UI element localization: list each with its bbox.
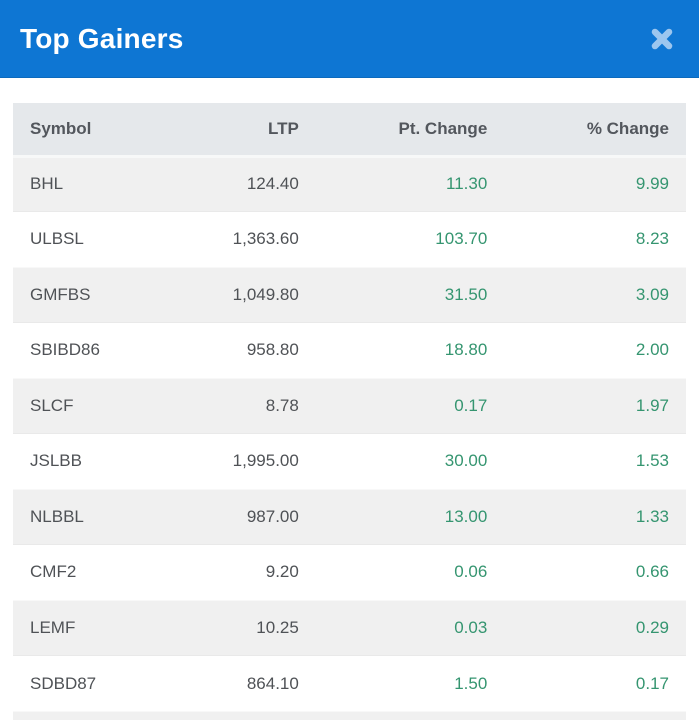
table-row[interactable]: LEMF 10.25 0.03 0.29 bbox=[13, 600, 686, 656]
cell-pt-change: 31.50 bbox=[444, 284, 488, 304]
column-header-pt-change: Pt. Change bbox=[398, 118, 488, 138]
cell-pt-change: 30.00 bbox=[444, 451, 488, 471]
cell-pt-change: 11.30 bbox=[446, 174, 488, 194]
cell-ltp: 124.40 bbox=[246, 174, 299, 194]
cell-pct-change: 1.97 bbox=[635, 395, 669, 415]
cell-pct-change: 9.99 bbox=[635, 174, 669, 194]
cell-ltp: 10.25 bbox=[256, 617, 299, 637]
cell-ltp: 1,363.60 bbox=[232, 229, 299, 249]
table-row[interactable]: BHL 124.40 11.30 9.99 bbox=[13, 156, 686, 212]
cell-ltp: 1,049.80 bbox=[232, 284, 299, 304]
cell-pt-change: 18.80 bbox=[444, 340, 488, 360]
cell-pct-change: 8.23 bbox=[635, 229, 669, 249]
table-row[interactable]: CMF2 9.20 0.06 0.66 bbox=[13, 544, 686, 600]
cell-symbol: CMF2 bbox=[30, 562, 77, 582]
table-row[interactable]: SLCF 8.78 0.17 1.97 bbox=[13, 378, 686, 434]
cell-symbol: BHL bbox=[30, 174, 64, 194]
table-row[interactable]: SDBD87 864.10 1.50 0.17 bbox=[13, 655, 686, 711]
table-row[interactable]: SBIBD86 958.80 18.80 2.00 bbox=[13, 322, 686, 378]
cell-pt-change: 0.06 bbox=[454, 562, 488, 582]
cell-pct-change: 1.53 bbox=[635, 451, 669, 471]
table-row[interactable]: NLBBL 987.00 13.00 1.33 bbox=[13, 489, 686, 545]
column-header-symbol: Symbol bbox=[30, 118, 92, 138]
column-header-ltp: LTP bbox=[267, 118, 299, 138]
cell-pct-change: 1.33 bbox=[635, 506, 669, 526]
cell-pt-change: 0.17 bbox=[454, 395, 488, 415]
cell-symbol: LEMF bbox=[30, 617, 76, 637]
cell-pct-change: 0.29 bbox=[635, 617, 669, 637]
table-row[interactable]: GMFBS 1,049.80 31.50 3.09 bbox=[13, 267, 686, 323]
cell-ltp: 987.00 bbox=[246, 506, 299, 526]
cell-ltp: 864.10 bbox=[246, 673, 299, 693]
cell-pt-change: 0.03 bbox=[454, 617, 488, 637]
top-gainers-table: Symbol LTP Pt. Change % Change BHL 124.4… bbox=[13, 103, 686, 711]
page-title: Top Gainers bbox=[20, 22, 184, 54]
cell-pct-change: 0.17 bbox=[635, 673, 669, 693]
column-header-pct-change: % Change bbox=[586, 118, 669, 138]
table-header-row: Symbol LTP Pt. Change % Change bbox=[13, 103, 686, 156]
cell-symbol: JSLBB bbox=[30, 451, 82, 471]
cell-pct-change: 3.09 bbox=[635, 284, 669, 304]
cell-symbol: SDBD87 bbox=[30, 673, 97, 693]
close-icon bbox=[649, 26, 675, 52]
cell-ltp: 9.20 bbox=[265, 562, 299, 582]
cell-symbol: ULBSL bbox=[30, 229, 84, 249]
cell-symbol: SLCF bbox=[30, 395, 74, 415]
cell-symbol: GMFBS bbox=[30, 284, 91, 304]
table-row[interactable]: ULBSL 1,363.60 103.70 8.23 bbox=[13, 211, 686, 267]
cell-ltp: 1,995.00 bbox=[232, 451, 299, 471]
cell-pt-change: 1.50 bbox=[454, 673, 488, 693]
cell-ltp: 958.80 bbox=[246, 340, 299, 360]
panel-header: Top Gainers bbox=[0, 0, 699, 78]
cell-symbol: NLBBL bbox=[30, 506, 84, 526]
table-row[interactable]: JSLBB 1,995.00 30.00 1.53 bbox=[13, 433, 686, 489]
close-button[interactable] bbox=[647, 24, 677, 54]
cell-pt-change: 103.70 bbox=[435, 229, 488, 249]
cell-ltp: 8.78 bbox=[265, 395, 299, 415]
clipped-next-row bbox=[13, 711, 686, 720]
cell-pt-change: 13.00 bbox=[444, 506, 488, 526]
cell-symbol: SBIBD86 bbox=[30, 340, 100, 360]
cell-pct-change: 0.66 bbox=[635, 562, 669, 582]
cell-pct-change: 2.00 bbox=[635, 340, 669, 360]
